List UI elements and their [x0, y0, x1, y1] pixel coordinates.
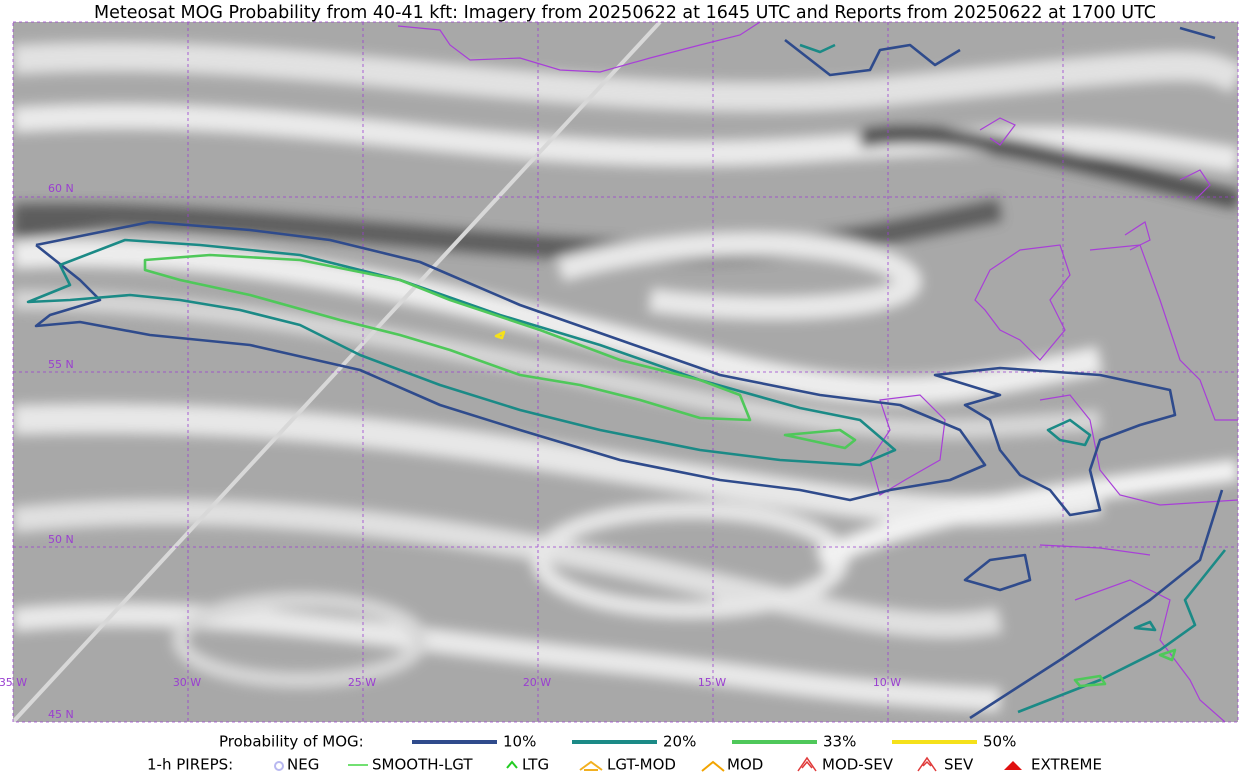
- contour-1: [1046, 418, 1092, 447]
- lon-label: 15 W: [698, 676, 726, 689]
- legend-title: Probability of MOG:: [219, 733, 364, 751]
- lon-label: 10 W: [873, 676, 901, 689]
- lat-label: 45 N: [48, 708, 74, 721]
- pirep-symbol: [917, 756, 937, 772]
- pirep-symbol: [506, 760, 518, 769]
- lat-label: 55 N: [48, 358, 74, 371]
- map-frame: [12, 21, 1239, 723]
- legend-label: NEG: [287, 756, 319, 774]
- contour-1: [1133, 620, 1157, 632]
- legend-label: 20%: [663, 733, 696, 751]
- pirep-symbol: [1004, 761, 1022, 770]
- lon-label: 35 W: [0, 676, 27, 689]
- pirep-symbol: [797, 756, 817, 772]
- contour-0: [969, 489, 1224, 720]
- legend-label: LGT-MOD: [607, 756, 676, 774]
- contour-0: [933, 366, 1177, 517]
- contour-0: [963, 553, 1032, 592]
- legend-label: 33%: [823, 733, 856, 751]
- lon-label: 20 W: [523, 676, 551, 689]
- lat-label: 50 N: [48, 533, 74, 546]
- contour-0: [784, 38, 961, 77]
- contour-2: [1158, 648, 1177, 662]
- satellite-image: [13, 22, 1238, 722]
- contour-3: [494, 330, 506, 340]
- legend-label: MOD-SEV: [822, 756, 894, 774]
- contour-2: [143, 253, 752, 422]
- legend-label: LTG: [522, 756, 549, 774]
- pirep-symbol: [701, 760, 725, 772]
- contour-0: [1179, 26, 1216, 40]
- legend-label: 50%: [983, 733, 1016, 751]
- pirep-symbol: [274, 761, 284, 771]
- lon-label: 30 W: [173, 676, 201, 689]
- legend-title: 1-h PIREPS:: [147, 756, 233, 774]
- legend-label: MOD: [727, 756, 763, 774]
- contour-1: [26, 238, 897, 467]
- lat-label: 60 N: [48, 182, 74, 195]
- legend-label: 10%: [503, 733, 536, 751]
- contour-1: [799, 43, 836, 54]
- legend-label: SMOOTH-LGT: [372, 756, 473, 774]
- contour-0: [34, 220, 987, 502]
- lon-label: 25 W: [348, 676, 376, 689]
- legend-label: EXTREME: [1031, 756, 1102, 774]
- title: Meteosat MOG Probability from 40-41 kft:…: [94, 3, 1156, 23]
- contour-2: [783, 428, 857, 450]
- pirep-symbol: [579, 760, 603, 771]
- contour-2: [1073, 674, 1107, 688]
- legend-label: SEV: [944, 756, 974, 774]
